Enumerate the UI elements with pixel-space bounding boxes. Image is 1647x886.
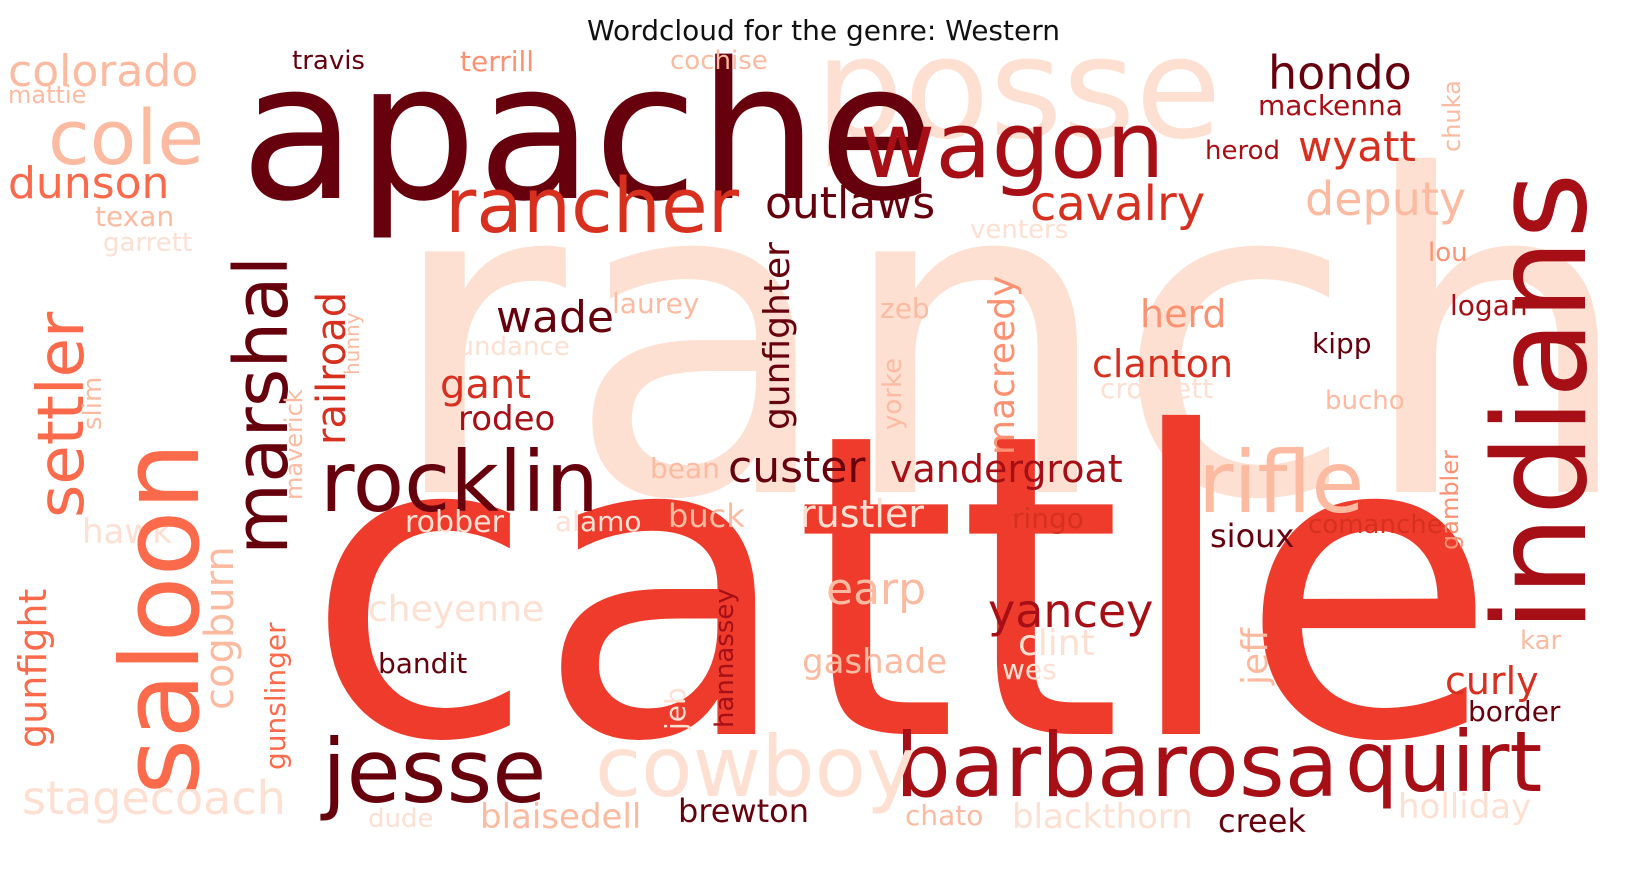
word-earp: earp xyxy=(826,564,927,615)
word-rifle: rifle xyxy=(1198,433,1365,533)
word-terrill: terrill xyxy=(460,45,535,78)
word-travis: travis xyxy=(292,46,365,76)
word-wes: wes xyxy=(1002,653,1057,686)
word-jeb: jeb xyxy=(659,687,692,730)
word-ringo: ringo xyxy=(1012,502,1084,535)
word-rocklin: rocklin xyxy=(320,433,599,531)
word-cole: cole xyxy=(48,93,205,182)
word-alamo: alamo xyxy=(555,505,642,538)
word-border: border xyxy=(1468,695,1561,728)
word-gambler: gambler xyxy=(1436,450,1464,550)
word-bucho: bucho xyxy=(1325,386,1405,416)
word-rancher: rancher xyxy=(445,161,739,250)
word-barbarosa: barbarosa xyxy=(895,714,1339,817)
word-gunfighter: gunfighter xyxy=(757,242,798,430)
word-mackenna: mackenna xyxy=(1258,89,1403,122)
word-kar: kar xyxy=(1520,626,1562,656)
word-clint: clint xyxy=(1018,623,1095,664)
word-holliday: holliday xyxy=(1398,787,1532,827)
word-buck: buck xyxy=(668,497,745,535)
word-cochise: cochise xyxy=(670,46,768,76)
word-wagon: wagon xyxy=(860,92,1165,199)
word-gunfight: gunfight xyxy=(11,588,55,748)
word-custer: custer xyxy=(728,442,866,493)
word-cattle: cattle xyxy=(305,345,1498,834)
word-wade: wade xyxy=(496,292,614,343)
word-hunny: hunny xyxy=(340,312,364,375)
word-ranch: ranch xyxy=(385,84,1636,596)
word-dude: dude xyxy=(368,804,434,834)
chart-title: Wordcloud for the genre: Western xyxy=(587,14,1060,47)
word-hondo: hondo xyxy=(1268,46,1412,100)
word-creek: creek xyxy=(1218,802,1306,840)
word-garrett: garrett xyxy=(103,228,193,258)
word-maverick: maverick xyxy=(280,389,308,500)
word-colorado: colorado xyxy=(8,46,199,97)
word-wyatt: wyatt xyxy=(1298,122,1416,171)
word-hawk: hawk xyxy=(82,512,172,552)
word-comanche: comanche xyxy=(1308,510,1443,540)
word-sundance: sundance xyxy=(444,332,570,362)
word-indians: indians xyxy=(1467,172,1616,632)
word-clanton: clanton xyxy=(1092,342,1234,386)
word-gashade: gashade xyxy=(802,642,948,682)
word-laurey: laurey xyxy=(612,287,700,320)
word-herd: herd xyxy=(1140,292,1227,336)
word-kipp: kipp xyxy=(1312,327,1372,360)
word-yancey: yancey xyxy=(988,584,1154,638)
word-macreedy: macreedy xyxy=(982,275,1023,455)
word-vandergroat: vandergroat xyxy=(890,447,1123,491)
word-chuka: chuka xyxy=(1438,80,1466,152)
word-sioux: sioux xyxy=(1210,517,1295,555)
word-yorke: yorke xyxy=(878,357,908,430)
word-bean: bean xyxy=(650,452,720,485)
word-hannassey: hannassey xyxy=(710,588,740,728)
word-curly: curly xyxy=(1445,659,1539,703)
word-mattie: mattie xyxy=(8,81,87,109)
word-robber: robber xyxy=(405,505,504,540)
word-cowboy: cowboy xyxy=(595,718,916,816)
word-logan: logan xyxy=(1450,289,1528,322)
word-texan: texan xyxy=(95,200,175,233)
word-gant: gant xyxy=(440,362,531,408)
word-cavalry: cavalry xyxy=(1030,176,1206,232)
word-rodeo: rodeo xyxy=(458,399,556,439)
word-gunslinger: gunslinger xyxy=(259,622,292,770)
word-herod: herod xyxy=(1205,136,1281,166)
word-slim: slim xyxy=(78,376,108,430)
word-apache: apache xyxy=(240,22,936,243)
word-cogburn: cogburn xyxy=(197,546,243,710)
word-crockett: crockett xyxy=(1100,372,1214,405)
word-blaisedell: blaisedell xyxy=(480,797,642,837)
word-quirt: quirt xyxy=(1345,713,1543,811)
word-chato: chato xyxy=(905,799,984,832)
word-stagecoach: stagecoach xyxy=(22,771,286,825)
word-brewton: brewton xyxy=(678,792,810,830)
word-deputy: deputy xyxy=(1305,172,1467,226)
word-venters: venters xyxy=(970,215,1069,245)
word-zeb: zeb xyxy=(880,292,930,325)
word-jesse: jesse xyxy=(322,720,547,823)
word-dunson: dunson xyxy=(8,158,170,209)
word-blackthorn: blackthorn xyxy=(1012,797,1193,837)
word-rustler: rustler xyxy=(800,492,924,536)
word-outlaws: outlaws xyxy=(765,178,936,229)
word-bandit: bandit xyxy=(378,647,468,680)
word-lou: lou xyxy=(1428,238,1468,268)
word-posse: posse xyxy=(815,8,1222,171)
word-jeff: jeff xyxy=(1235,628,1276,685)
word-cheyenne: cheyenne xyxy=(368,589,544,630)
